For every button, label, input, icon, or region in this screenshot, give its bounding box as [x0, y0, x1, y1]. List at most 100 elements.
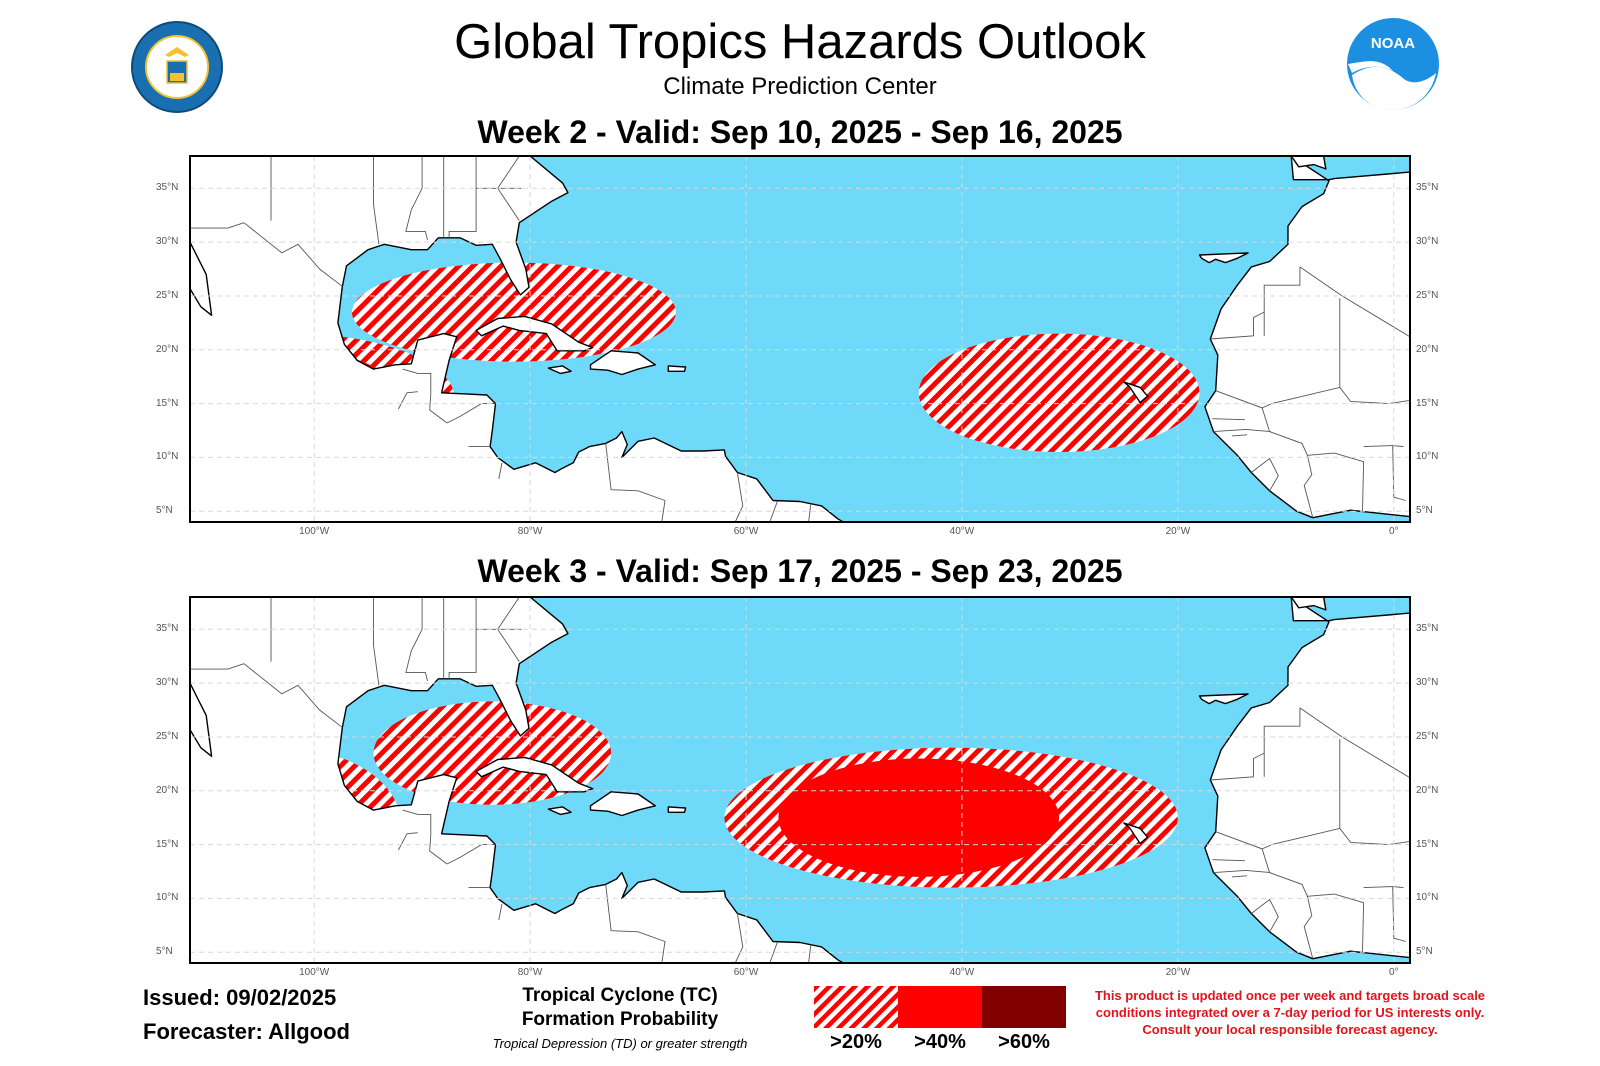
legend-label-40: >40%	[914, 1031, 966, 1053]
week3-border-line	[190, 663, 245, 670]
week3-border-line	[448, 597, 477, 679]
week3-lat-label-right: 5°N	[1416, 946, 1433, 958]
week3-hazard-gt40pct	[778, 758, 1060, 877]
week2-land-canary	[1198, 252, 1249, 264]
week2-lat-label-right: 20°N	[1416, 343, 1439, 355]
week2-land-iberia	[1290, 156, 1327, 170]
week3-border-line	[1215, 831, 1271, 873]
week2-title: Week 2 - Valid: Sep 10, 2025 - Sep 16, 2…	[477, 114, 1123, 150]
week2-lat-label-right: 30°N	[1416, 236, 1439, 248]
legend-title-line1: Tropical Cyclone (TC)	[522, 985, 718, 1006]
legend-swatch-60	[982, 986, 1066, 1028]
week3-lat-label-left: 35°N	[156, 623, 179, 635]
week2-land-jamaica	[547, 365, 572, 375]
week3-ocean	[190, 597, 1410, 963]
week3-hazard-gt20pct	[190, 747, 401, 899]
week3-border-line	[398, 832, 418, 851]
week2-lat-label-left: 20°N	[156, 343, 179, 355]
week3-border-line	[1299, 707, 1410, 779]
week3-land-baja	[190, 681, 213, 757]
week2-lon-label: 20°W	[1165, 526, 1191, 537]
legend-swatch-40	[898, 986, 982, 1028]
week3-border-line	[402, 809, 432, 835]
week3-lat-label-left: 20°N	[156, 784, 179, 796]
week2-lat-label-left: 25°N	[156, 289, 179, 301]
week2-border-line	[190, 222, 245, 229]
week2-lat-label-left: 35°N	[156, 182, 179, 194]
week3-border-line	[498, 903, 503, 920]
week2-border-line	[1251, 457, 1279, 492]
week2-hazard-gt20pct	[918, 333, 1200, 453]
week3-lat-label-left: 25°N	[156, 730, 179, 742]
week2-lat-label-right: 10°N	[1416, 451, 1439, 463]
week3-land-cuba	[475, 756, 594, 793]
week3-border-line	[497, 597, 520, 662]
week3-lat-label-right: 20°N	[1416, 784, 1439, 796]
week3-land-canary	[1198, 693, 1249, 705]
commerce-seal-logo	[131, 21, 223, 113]
week2-lon-label: 0°	[1389, 526, 1399, 537]
week3-lat-label-right: 35°N	[1416, 623, 1439, 635]
week3-border-line	[1213, 869, 1271, 874]
week2-lon-label: 60°W	[733, 526, 759, 537]
week2-lat-label-left: 30°N	[156, 236, 179, 248]
week3-lon-label: 20°W	[1165, 967, 1191, 978]
legend-title-line2: Formation Probability	[521, 1009, 719, 1030]
week2-lat-label-left: 15°N	[156, 397, 179, 409]
week2-border-line	[1392, 445, 1406, 501]
week2-border-line	[497, 156, 520, 221]
week2-lat-label-right: 15°N	[1416, 397, 1439, 409]
week2-lat-label-left: 10°N	[156, 451, 179, 463]
week3-land-puerto-rico	[667, 806, 687, 813]
week3-border-line	[446, 844, 496, 865]
week2-hazard-gt20pct	[351, 262, 676, 362]
week2-border-line	[1213, 428, 1271, 433]
week2-land-north-america	[190, 156, 844, 522]
week2-ocean	[190, 156, 1410, 522]
week2-border-line	[405, 156, 428, 241]
week3-lat-label-right: 25°N	[1416, 730, 1439, 742]
week3-border-line	[1210, 707, 1301, 781]
week2-land-puerto-rico	[667, 365, 687, 372]
week2-border-line	[1339, 387, 1410, 405]
week2-border-line	[243, 222, 343, 287]
week3-map-frame	[189, 596, 1411, 964]
week2-border-line	[448, 156, 477, 238]
week2-border-line	[1299, 266, 1410, 338]
week3-lat-label-left: 30°N	[156, 677, 179, 689]
week3-land-iberia	[1290, 597, 1327, 611]
week2-border-line	[1210, 266, 1301, 340]
week3-land-jamaica	[547, 806, 572, 816]
week3-border-line	[605, 884, 666, 963]
week2-border-line	[429, 393, 448, 424]
forecaster-name: Forecaster: Allgood	[143, 1019, 350, 1044]
week2-hazard-gt40pct	[190, 346, 401, 450]
week3-lon-label: 40°W	[949, 967, 975, 978]
week3-title: Week 3 - Valid: Sep 17, 2025 - Sep 23, 2…	[477, 553, 1123, 589]
week2-land-cuba	[475, 315, 594, 352]
week3-border-line	[1212, 859, 1245, 862]
week2-hazard-gt20pct	[190, 333, 455, 463]
week2-lat-label-right: 25°N	[1416, 289, 1439, 301]
week3-border-line	[1269, 872, 1314, 959]
page-title: Global Tropics Hazards Outlook	[454, 15, 1146, 69]
week3-land-north-america	[190, 597, 844, 963]
legend-swatch-20	[814, 986, 898, 1028]
issued-date: Issued: 09/02/2025	[143, 985, 337, 1010]
week2-border-line	[1307, 452, 1335, 456]
week2-border-line	[398, 391, 418, 410]
week2-lat-label-right: 5°N	[1416, 505, 1433, 517]
week2-land-hispaniola	[589, 350, 656, 376]
week3-border-line	[1251, 898, 1279, 933]
week2-border-line	[1334, 452, 1365, 512]
week2-border-line	[498, 462, 503, 479]
week3-lat-label-right: 15°N	[1416, 838, 1439, 850]
week2-border-line	[1215, 390, 1271, 432]
week3-border-line	[1307, 893, 1335, 897]
week2-lon-label: 80°W	[517, 526, 543, 537]
noaa-logo: NOAA	[1346, 17, 1440, 111]
week3-hazard-gt20pct	[373, 701, 612, 805]
